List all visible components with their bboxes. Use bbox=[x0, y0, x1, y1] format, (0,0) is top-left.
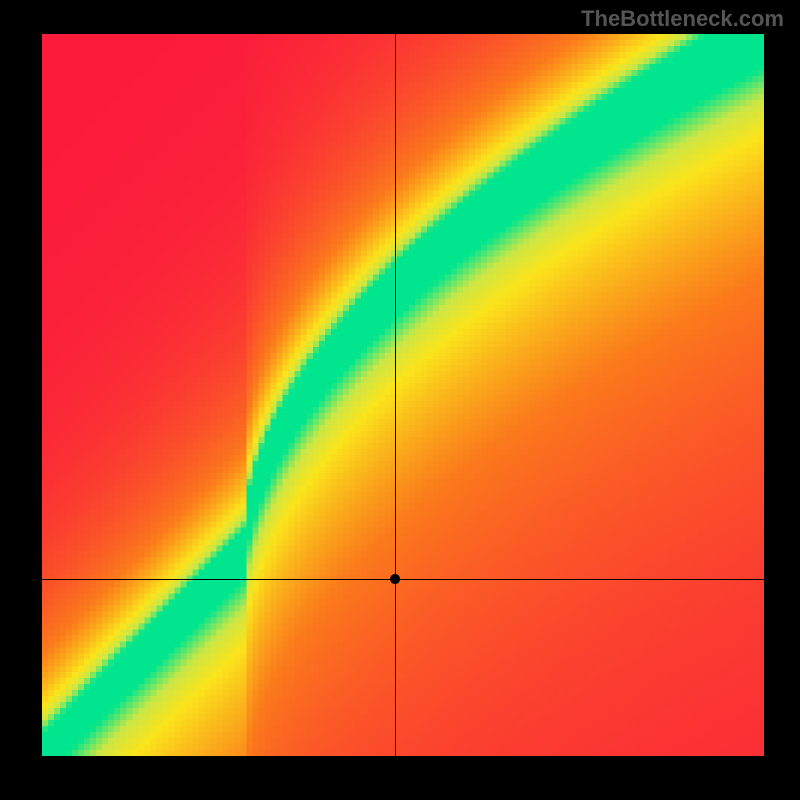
chart-root: TheBottleneck.com bbox=[0, 0, 800, 800]
watermark-text: TheBottleneck.com bbox=[581, 6, 784, 32]
crosshair-overlay bbox=[42, 34, 764, 756]
